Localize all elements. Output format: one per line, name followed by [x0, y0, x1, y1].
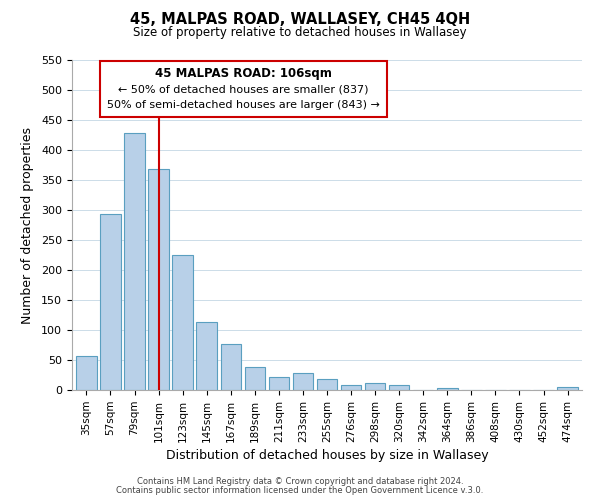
- Bar: [148, 169, 169, 390]
- Y-axis label: Number of detached properties: Number of detached properties: [21, 126, 34, 324]
- Bar: [196, 322, 217, 390]
- Bar: [389, 385, 409, 390]
- Text: Contains public sector information licensed under the Open Government Licence v.: Contains public sector information licen…: [116, 486, 484, 495]
- FancyBboxPatch shape: [100, 61, 387, 117]
- Bar: [124, 133, 145, 390]
- Bar: [172, 255, 193, 390]
- Bar: [76, 356, 97, 390]
- Text: 50% of semi-detached houses are larger (843) →: 50% of semi-detached houses are larger (…: [107, 100, 380, 110]
- X-axis label: Distribution of detached houses by size in Wallasey: Distribution of detached houses by size …: [166, 449, 488, 462]
- Text: Size of property relative to detached houses in Wallasey: Size of property relative to detached ho…: [133, 26, 467, 39]
- Bar: [221, 344, 241, 390]
- Bar: [365, 383, 385, 390]
- Bar: [100, 214, 121, 390]
- Text: ← 50% of detached houses are smaller (837): ← 50% of detached houses are smaller (83…: [118, 84, 368, 94]
- Text: 45 MALPAS ROAD: 106sqm: 45 MALPAS ROAD: 106sqm: [155, 67, 332, 80]
- Bar: [317, 379, 337, 390]
- Bar: [437, 388, 458, 390]
- Text: 45, MALPAS ROAD, WALLASEY, CH45 4QH: 45, MALPAS ROAD, WALLASEY, CH45 4QH: [130, 12, 470, 28]
- Bar: [245, 367, 265, 390]
- Bar: [341, 385, 361, 390]
- Bar: [269, 377, 289, 390]
- Text: Contains HM Land Registry data © Crown copyright and database right 2024.: Contains HM Land Registry data © Crown c…: [137, 477, 463, 486]
- Bar: [557, 387, 578, 390]
- Bar: [293, 372, 313, 390]
